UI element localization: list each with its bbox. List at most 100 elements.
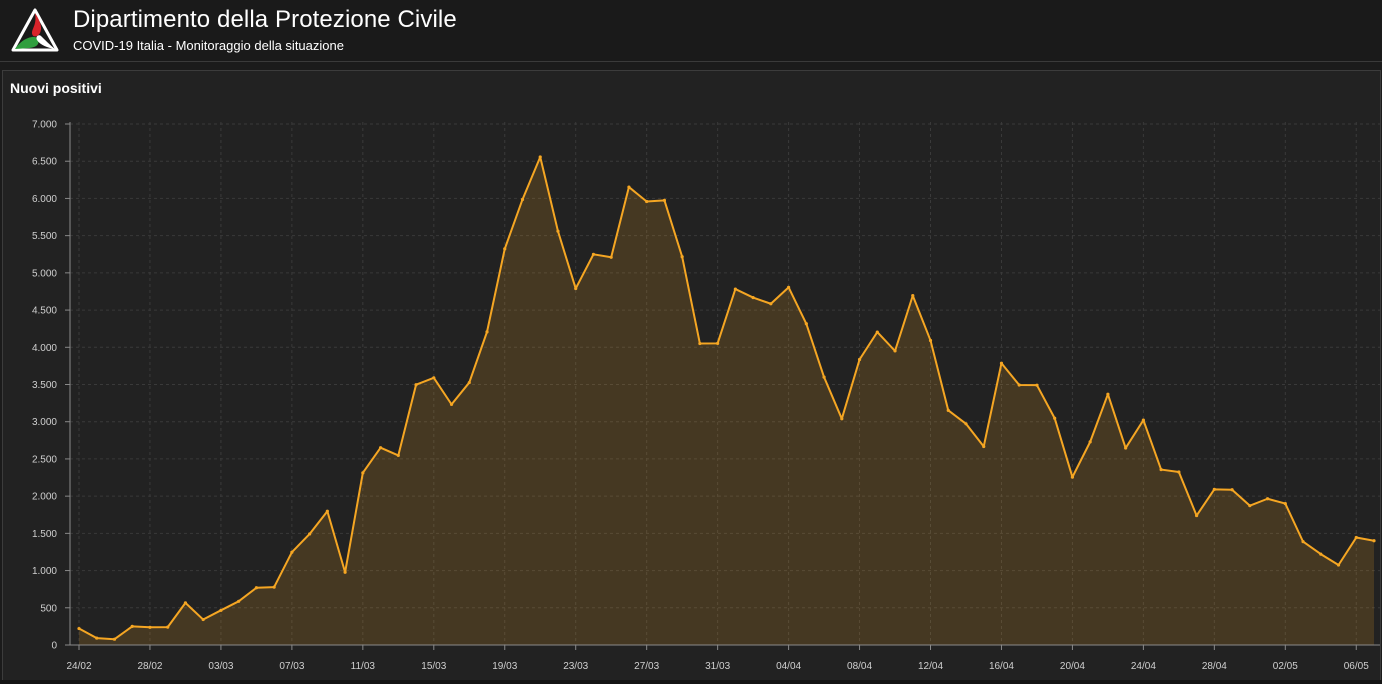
x-tick-label: 08/04	[847, 661, 872, 672]
x-tick-label: 02/05	[1273, 661, 1298, 672]
x-tick-label: 15/03	[421, 661, 446, 672]
data-point[interactable]	[1195, 513, 1199, 518]
data-point[interactable]	[1017, 383, 1021, 387]
x-tick-label: 27/03	[634, 661, 659, 672]
data-point[interactable]	[840, 417, 844, 421]
y-tick-label: 500	[40, 603, 57, 614]
data-point[interactable]	[148, 625, 152, 629]
data-point[interactable]	[1248, 504, 1252, 508]
data-point[interactable]	[1088, 440, 1092, 444]
data-point[interactable]	[1053, 416, 1057, 420]
data-point[interactable]	[680, 255, 684, 259]
data-point[interactable]	[733, 287, 737, 291]
data-point[interactable]	[893, 349, 897, 353]
data-point[interactable]	[254, 586, 258, 590]
data-point[interactable]	[361, 471, 365, 475]
data-point[interactable]	[219, 608, 223, 612]
x-tick-label: 28/02	[137, 661, 162, 672]
x-tick-label: 04/04	[776, 661, 801, 672]
data-point[interactable]	[751, 295, 755, 300]
x-tick-label: 24/04	[1131, 661, 1156, 672]
data-point[interactable]	[822, 375, 826, 379]
data-point[interactable]	[112, 637, 117, 641]
data-point[interactable]	[1159, 467, 1163, 472]
panel-title: Nuovi positivi	[10, 80, 102, 96]
data-point[interactable]	[485, 330, 489, 334]
data-point[interactable]	[946, 408, 950, 412]
data-point[interactable]	[396, 453, 400, 458]
data-point[interactable]	[520, 197, 525, 202]
data-point[interactable]	[698, 341, 702, 346]
y-tick-label: 2.000	[32, 492, 57, 503]
data-point[interactable]	[467, 380, 471, 385]
data-point[interactable]	[237, 599, 241, 603]
y-tick-label: 4.500	[32, 306, 57, 317]
data-point[interactable]	[662, 198, 667, 202]
data-point[interactable]	[308, 532, 312, 536]
data-point[interactable]	[1265, 497, 1270, 501]
x-tick-label: 03/03	[208, 661, 233, 672]
x-tick-label: 11/03	[351, 661, 376, 672]
series-area	[79, 156, 1374, 645]
data-point[interactable]	[982, 444, 986, 449]
x-tick-label: 19/03	[492, 661, 517, 672]
data-point[interactable]	[964, 422, 968, 426]
data-point[interactable]	[875, 330, 879, 334]
data-point[interactable]	[414, 383, 418, 387]
data-point[interactable]	[166, 625, 170, 629]
data-point[interactable]	[857, 357, 862, 362]
x-tick-label: 24/02	[66, 661, 91, 672]
data-point[interactable]	[1283, 501, 1287, 506]
civil-protection-logo-icon	[11, 8, 59, 52]
data-point[interactable]	[627, 185, 631, 189]
data-point[interactable]	[556, 229, 560, 233]
data-point[interactable]	[1035, 383, 1039, 387]
data-point[interactable]	[1124, 446, 1128, 450]
data-point[interactable]	[290, 550, 294, 554]
data-point[interactable]	[645, 199, 649, 204]
x-tick-label: 12/04	[918, 661, 943, 672]
data-point[interactable]	[1301, 540, 1305, 544]
data-point[interactable]	[538, 155, 542, 159]
data-point[interactable]	[272, 585, 276, 589]
data-point[interactable]	[911, 294, 915, 298]
data-point[interactable]	[378, 446, 383, 450]
data-point[interactable]	[325, 509, 329, 513]
y-tick-label: 1.000	[32, 566, 57, 577]
data-point[interactable]	[609, 255, 613, 259]
data-point[interactable]	[201, 617, 205, 622]
data-point[interactable]	[1319, 552, 1323, 556]
data-point[interactable]	[591, 252, 596, 256]
data-point[interactable]	[999, 361, 1004, 365]
data-point[interactable]	[343, 570, 347, 574]
data-point[interactable]	[574, 286, 578, 291]
data-point[interactable]	[769, 302, 773, 306]
data-point[interactable]	[1336, 563, 1341, 567]
data-point[interactable]	[130, 624, 134, 628]
y-tick-label: 2.500	[32, 454, 57, 465]
data-point[interactable]	[1070, 475, 1075, 479]
data-point[interactable]	[503, 247, 507, 251]
y-tick-label: 3.000	[32, 417, 57, 428]
data-point[interactable]	[432, 376, 436, 380]
data-point[interactable]	[716, 341, 720, 345]
data-point[interactable]	[786, 285, 791, 289]
app-subtitle: COVID-19 Italia - Monitoraggio della sit…	[73, 38, 344, 53]
data-point[interactable]	[1106, 392, 1110, 396]
y-tick-label: 0	[51, 641, 57, 652]
data-point[interactable]	[1372, 539, 1376, 543]
data-point[interactable]	[928, 338, 933, 343]
data-point[interactable]	[1177, 470, 1181, 474]
data-point[interactable]	[449, 402, 454, 406]
data-point[interactable]	[804, 322, 808, 326]
data-point[interactable]	[95, 636, 99, 640]
data-point[interactable]	[1212, 487, 1216, 491]
x-tick-label: 07/03	[279, 661, 304, 672]
y-tick-label: 5.000	[32, 268, 57, 279]
data-point[interactable]	[77, 626, 81, 631]
chart-panel: Nuovi positivi	[2, 70, 1381, 683]
data-point[interactable]	[1230, 488, 1234, 492]
data-point[interactable]	[1354, 535, 1358, 540]
data-point[interactable]	[183, 601, 188, 605]
data-point[interactable]	[1141, 418, 1145, 422]
